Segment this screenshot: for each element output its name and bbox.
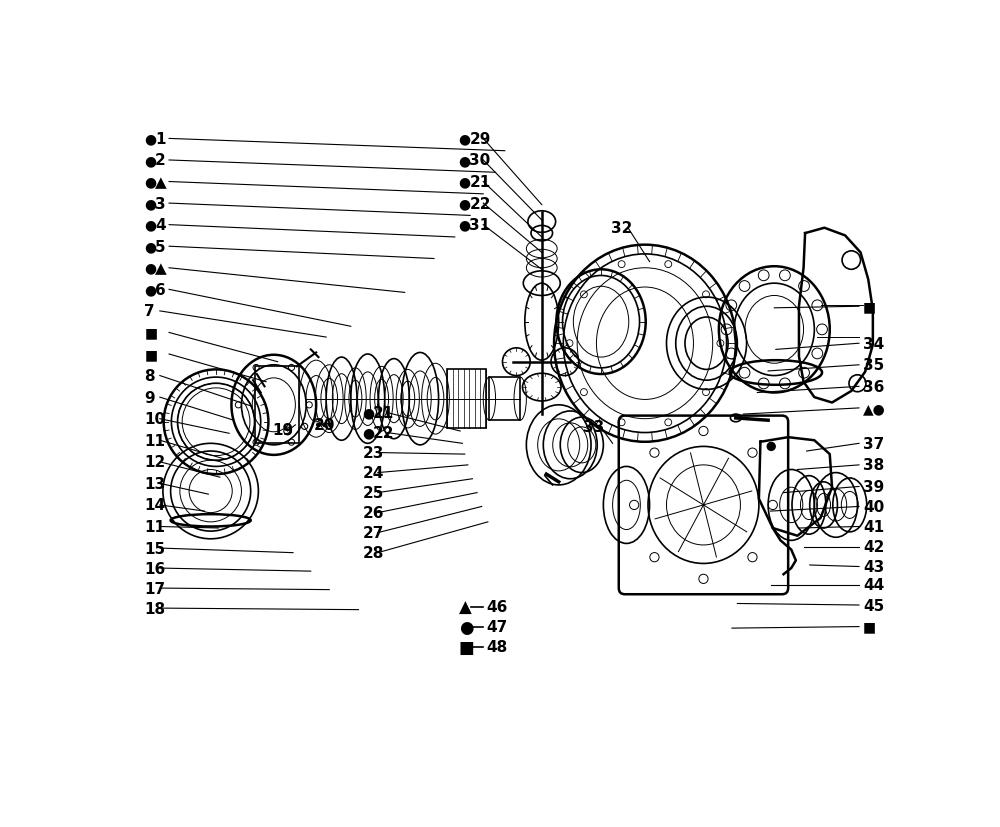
Text: 22: 22 (469, 196, 491, 212)
Text: 36: 36 (863, 380, 884, 394)
Text: 8: 8 (144, 369, 155, 384)
Text: 40: 40 (863, 500, 884, 514)
Text: 5: 5 (155, 239, 166, 255)
Text: ●: ● (459, 218, 471, 232)
Text: 44: 44 (863, 578, 884, 593)
Text: 38: 38 (863, 458, 884, 473)
Text: ●: ● (144, 132, 157, 146)
Circle shape (171, 378, 261, 467)
Circle shape (767, 443, 775, 451)
Text: 34: 34 (863, 337, 884, 351)
Text: 7: 7 (144, 304, 155, 319)
Text: 39: 39 (863, 480, 884, 495)
Text: 32: 32 (611, 221, 632, 236)
Text: 31: 31 (469, 218, 491, 233)
Text: 11: 11 (144, 519, 165, 534)
Text: 14: 14 (144, 498, 166, 513)
Text: 21: 21 (469, 174, 491, 189)
Text: ●: ● (144, 218, 157, 232)
Text: 35: 35 (863, 358, 884, 373)
Text: ●: ● (459, 175, 471, 189)
Text: 17: 17 (144, 581, 166, 596)
Text: 29: 29 (469, 131, 491, 146)
Circle shape (317, 423, 320, 428)
Text: 28: 28 (362, 546, 384, 561)
Text: 46: 46 (486, 600, 508, 614)
Text: 16: 16 (144, 561, 166, 576)
Text: 4: 4 (155, 218, 166, 233)
Text: ▲●: ▲● (863, 401, 886, 415)
Text: 1: 1 (155, 131, 166, 146)
Text: ●: ● (144, 283, 157, 297)
Text: 6: 6 (155, 283, 166, 298)
Text: ▲: ▲ (155, 261, 167, 276)
Text: ■: ■ (863, 300, 876, 314)
Text: 18: 18 (144, 601, 166, 616)
Text: 19: 19 (272, 423, 293, 437)
Text: ■: ■ (144, 347, 158, 361)
Text: 9: 9 (144, 390, 155, 405)
Text: 15: 15 (144, 541, 166, 556)
Text: 3: 3 (155, 196, 166, 212)
Text: 41: 41 (863, 519, 884, 534)
Text: ▲: ▲ (459, 598, 471, 616)
Text: 42: 42 (863, 539, 884, 554)
Text: 45: 45 (863, 598, 884, 613)
Text: ●: ● (144, 261, 157, 275)
Text: 21: 21 (373, 405, 394, 420)
Text: ■: ■ (459, 638, 474, 656)
Text: 30: 30 (469, 153, 491, 168)
Text: ●: ● (144, 240, 157, 254)
Text: ●: ● (362, 406, 374, 420)
Text: 26: 26 (362, 505, 384, 520)
Text: ●: ● (459, 197, 471, 211)
Circle shape (329, 423, 333, 428)
Text: 22: 22 (373, 426, 395, 441)
Text: 43: 43 (863, 559, 884, 574)
Text: ■: ■ (863, 619, 876, 633)
Text: 10: 10 (144, 412, 166, 427)
Text: 48: 48 (486, 639, 508, 654)
Text: 33: 33 (583, 419, 605, 434)
Text: ●: ● (144, 175, 157, 189)
Text: ●: ● (362, 426, 374, 440)
Text: 37: 37 (863, 437, 884, 452)
Text: 24: 24 (362, 466, 384, 480)
Text: 23: 23 (362, 446, 384, 461)
Text: 13: 13 (144, 476, 166, 491)
Text: 25: 25 (362, 485, 384, 500)
Text: 2: 2 (155, 153, 166, 168)
Text: ●: ● (459, 154, 471, 168)
Text: ●: ● (144, 197, 157, 211)
Text: 11: 11 (144, 433, 165, 448)
Text: 47: 47 (486, 619, 508, 634)
Text: ▲: ▲ (155, 174, 167, 189)
Text: 20: 20 (314, 418, 335, 433)
Circle shape (323, 423, 327, 428)
Text: 27: 27 (362, 525, 384, 541)
Text: ■: ■ (144, 326, 158, 340)
Text: ●: ● (459, 618, 473, 636)
Text: ●: ● (144, 154, 157, 168)
Text: 12: 12 (144, 455, 166, 470)
Text: ●: ● (459, 132, 471, 146)
